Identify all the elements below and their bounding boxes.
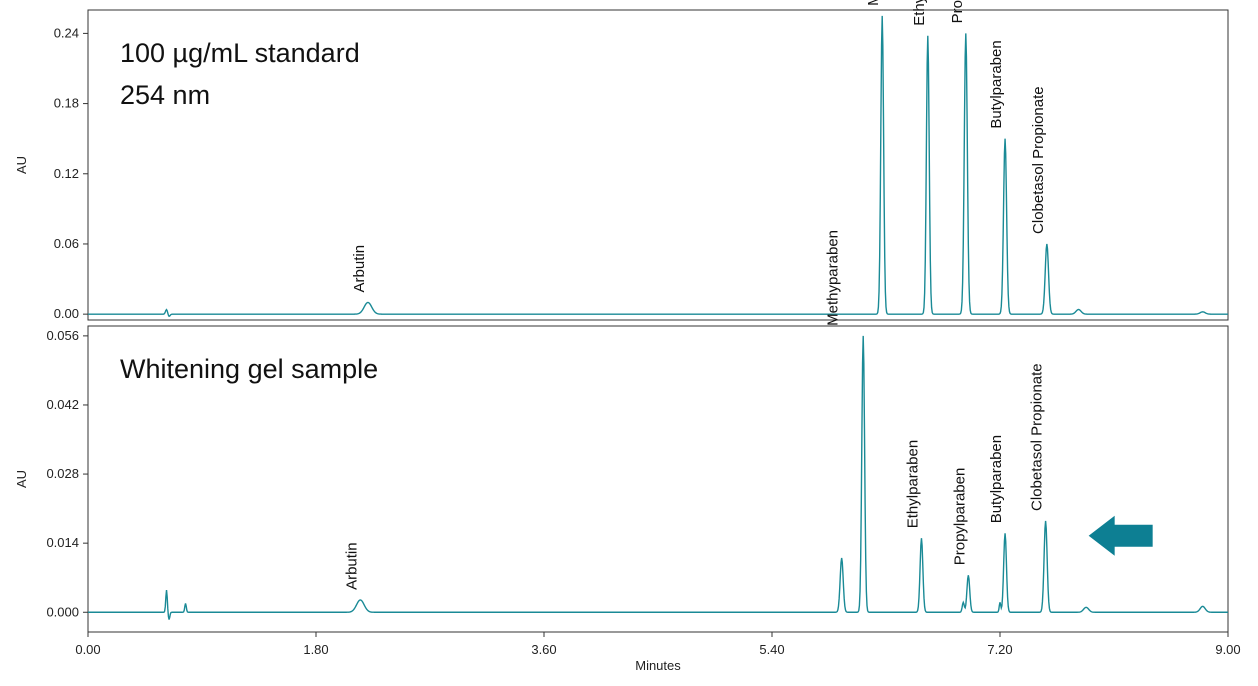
peak-label: Propylparaben: [949, 0, 966, 23]
x-tick-label: 3.60: [531, 642, 556, 657]
peak-label: Methyparaben: [825, 230, 842, 326]
y-tick-label: 0.12: [54, 166, 79, 181]
chromatogram-trace: [88, 335, 1228, 620]
x-tick-label: 5.40: [759, 642, 784, 657]
x-tick-label: 9.00: [1215, 642, 1240, 657]
peak-label: Arbutin: [351, 245, 368, 293]
panel-title: 100 µg/mL standard: [120, 38, 360, 68]
y-tick-label: 0.028: [46, 466, 79, 481]
peak-label: Butylparaben: [988, 40, 1005, 128]
peak-label: Ethylparaben: [904, 440, 921, 528]
peak-label: Clobetasol Propionate: [1030, 86, 1047, 234]
arrow-icon: [1088, 515, 1153, 556]
x-tick-label: 7.20: [987, 642, 1012, 657]
y-tick-label: 0.18: [54, 96, 79, 111]
peak-label: Clobetasol Propionate: [1029, 363, 1046, 511]
x-tick-label: 1.80: [303, 642, 328, 657]
x-tick-label: 0.00: [75, 642, 100, 657]
panel-title: Whitening gel sample: [120, 354, 378, 384]
peak-label: Arbutin: [343, 542, 360, 590]
chromatogram-trace: [88, 15, 1228, 318]
y-tick-label: 0.042: [46, 397, 79, 412]
y-tick-label: 0.24: [54, 25, 79, 40]
y-axis-label: AU: [14, 156, 29, 174]
y-tick-label: 0.000: [46, 604, 79, 619]
x-axis-label: Minutes: [635, 658, 681, 673]
peak-label: Ethylparaben: [911, 0, 928, 26]
y-tick-label: 0.056: [46, 328, 79, 343]
peak-label: Methyparaben: [865, 0, 882, 6]
y-tick-label: 0.014: [46, 535, 79, 550]
peak-label: Butylparaben: [988, 435, 1005, 523]
plot-frame: [87, 9, 1229, 321]
plot-frame: [87, 325, 1229, 633]
peak-label: Propylparaben: [951, 468, 968, 566]
y-axis-label: AU: [14, 470, 29, 488]
y-tick-label: 0.06: [54, 236, 79, 251]
y-tick-label: 0.00: [54, 306, 79, 321]
panel-title: 254 nm: [120, 80, 210, 110]
